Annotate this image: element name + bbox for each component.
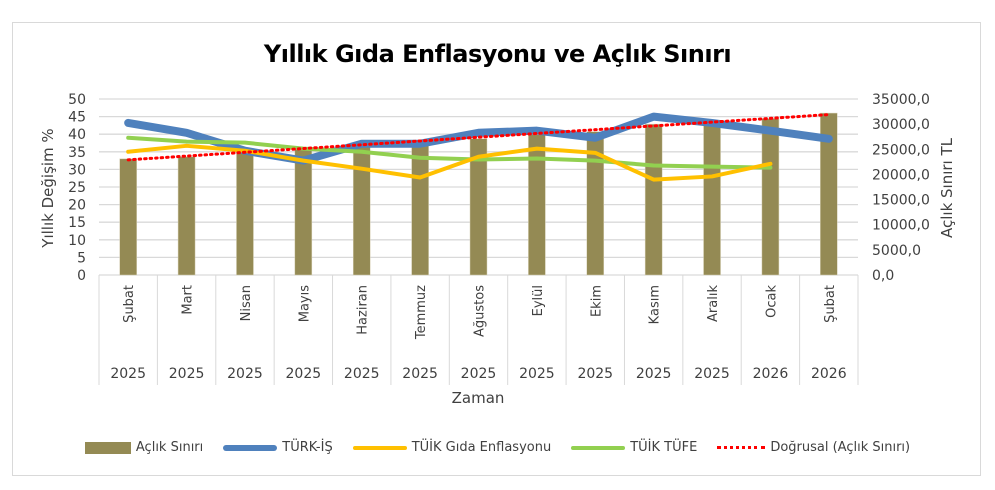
y-tick-label: 30 (68, 162, 86, 178)
legend-label: TÜRK-İŞ (282, 440, 333, 455)
y2-tick-label: 10000,0 (872, 218, 930, 234)
line-series (124, 112, 833, 182)
legend-label: Doğrusal (Açlık Sınırı) (770, 440, 911, 455)
y-tick-label: 15 (68, 215, 86, 231)
y-tick-label: 0 (77, 268, 86, 284)
legend-item-turk-is[interactable]: TÜRK-İŞ (223, 440, 333, 455)
y-tick-label: 10 (68, 233, 86, 249)
y-tick-label: 25 (68, 180, 86, 196)
legend-item-tuik-gida[interactable]: TÜİK Gıda Enflasyonu (352, 440, 552, 455)
y2-tick-label: 30000,0 (872, 117, 930, 133)
bar (411, 143, 429, 276)
line-t-i-k-t-fe (126, 135, 773, 170)
chart-legend: Açlık Sınırı TÜRK-İŞ TÜİK Gıda Enflasyon… (0, 440, 995, 455)
legend-label: TÜİK TÜFE (630, 440, 698, 455)
bar-swatch-icon (84, 441, 131, 454)
bar (644, 123, 663, 276)
chart-title: Yıllık Gıda Enflasyonu ve Açlık Sınırı (263, 40, 732, 68)
y-tick-label: 20 (68, 198, 86, 214)
x-axis: Şubat 2025 Mart 2025 Nisan 2025 Mayıs 2025 Hazir… (98, 274, 859, 385)
bar (177, 156, 196, 276)
legend-item-aclik-siniri[interactable]: Açlık Sınırı (84, 440, 204, 455)
legend-item-tuik-tufe[interactable]: TÜİK TÜFE (571, 440, 697, 455)
x-axis-label: Zaman (452, 389, 505, 407)
bar (820, 112, 838, 276)
left-axis-label: Yıllık Değişim % (39, 128, 57, 248)
x-tick-year: 2025 (636, 366, 672, 382)
legend-item-trendline[interactable]: Doğrusal (Açlık Sınırı) (717, 440, 910, 455)
x-tick-month: Şubat (823, 285, 838, 323)
x-tick-month: Mayıs (297, 285, 312, 322)
x-tick-month: Şubat (122, 285, 137, 323)
dotted-line-swatch-icon (717, 446, 766, 449)
x-tick-month: Nisan (239, 285, 254, 321)
y-tick-label: 40 (68, 127, 86, 143)
y2-tick-label: 25000,0 (872, 142, 930, 158)
x-tick-month: Kasım (648, 285, 663, 324)
y2-tick-label: 0,0 (872, 268, 894, 284)
x-tick-year: 2025 (402, 366, 438, 382)
x-tick-month: Ağustos (473, 285, 488, 337)
line-swatch-icon (352, 445, 407, 450)
right-axis-ticks: 0,0 5000,0 10000,0 15000,0 20000,0 25000,0 300… (872, 92, 930, 284)
y2-tick-label: 20000,0 (872, 167, 930, 183)
legend-label: TÜİK Gıda Enflasyonu (411, 440, 552, 455)
x-tick-year: 2025 (694, 366, 730, 382)
line-swatch-icon (571, 445, 626, 450)
bar (703, 125, 721, 276)
legend-label: Açlık Sınırı (135, 440, 204, 455)
y2-tick-label: 15000,0 (872, 193, 930, 209)
x-tick-month: Ocak (764, 285, 779, 318)
y-tick-label: 35 (68, 145, 86, 161)
bar (761, 118, 780, 276)
y-tick-label: 5 (77, 250, 86, 266)
y2-tick-label: 5000,0 (872, 243, 921, 259)
bar (119, 158, 137, 276)
y-tick-label: 45 (68, 110, 86, 126)
x-tick-month: Ekim (589, 285, 604, 317)
bar (586, 131, 605, 276)
bar (294, 148, 313, 276)
y-tick-label: 50 (68, 92, 86, 108)
bar (469, 138, 488, 276)
x-tick-year: 2026 (811, 366, 847, 382)
x-tick-year: 2026 (753, 366, 789, 382)
x-tick-year: 2025 (461, 366, 497, 382)
bar (352, 145, 371, 276)
x-tick-year: 2025 (110, 366, 146, 382)
y2-tick-label: 35000,0 (872, 92, 930, 108)
chart-frame (12, 22, 981, 476)
line-swatch-icon (223, 444, 278, 451)
x-tick-year: 2025 (169, 366, 205, 382)
line-do-rusal-a-l-k-s-n-r- (126, 113, 831, 162)
x-tick-year: 2025 (227, 366, 263, 382)
x-tick-month: Mart (181, 285, 196, 315)
x-tick-year: 2025 (519, 366, 555, 382)
x-tick-year: 2025 (286, 366, 322, 382)
bar-series-aclik-siniri (119, 112, 838, 276)
x-tick-month: Eylül (531, 285, 546, 316)
x-tick-month: Aralık (706, 285, 721, 322)
x-tick-year: 2025 (344, 366, 380, 382)
x-tick-month: Haziran (356, 285, 371, 335)
x-tick-month: Temmuz (414, 285, 429, 340)
x-tick-year: 2025 (577, 366, 613, 382)
bar (236, 150, 254, 276)
bar (528, 134, 546, 276)
right-axis-label: Açlık Sınırı TL (938, 137, 956, 238)
line-t-i-k-g-da-enflasyonu (126, 143, 773, 182)
